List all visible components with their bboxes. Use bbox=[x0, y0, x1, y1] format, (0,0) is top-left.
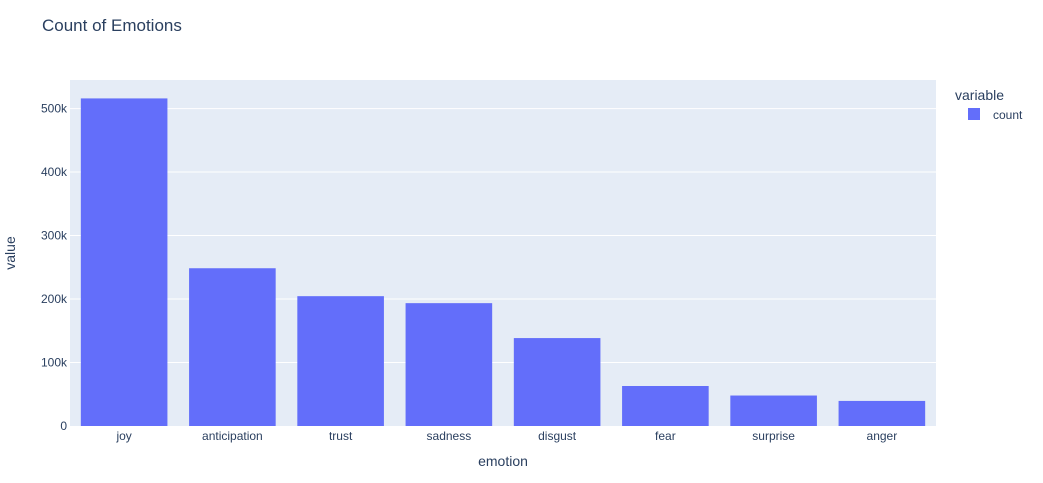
x-tick-label: sadness bbox=[427, 429, 472, 443]
y-tick-label: 400k bbox=[41, 165, 68, 179]
legend-items[interactable]: count bbox=[968, 108, 1023, 122]
y-tick-label: 300k bbox=[41, 229, 68, 243]
y-axis-ticks: 0 100k 200k 300k 400k 500k bbox=[41, 102, 68, 433]
x-tick-label: surprise bbox=[752, 429, 795, 443]
bar-anticipation[interactable] bbox=[189, 268, 276, 426]
x-axis-label: emotion bbox=[478, 453, 528, 469]
legend-swatch[interactable] bbox=[968, 108, 980, 120]
y-tick-label: 500k bbox=[41, 102, 68, 116]
legend-label[interactable]: count bbox=[993, 108, 1023, 122]
x-tick-label: anger bbox=[867, 429, 898, 443]
bar-surprise[interactable] bbox=[730, 395, 817, 426]
bar-fear[interactable] bbox=[622, 386, 709, 426]
chart-title: Count of Emotions bbox=[42, 16, 182, 35]
x-tick-label: disgust bbox=[538, 429, 577, 443]
legend[interactable]: variable count bbox=[955, 87, 1023, 122]
bars bbox=[80, 98, 926, 426]
bar-anger[interactable] bbox=[838, 400, 926, 426]
y-tick-label: 200k bbox=[41, 292, 68, 306]
x-axis-ticks: joy anticipation trust sadness disgust fear su… bbox=[115, 429, 897, 443]
y-axis-label: value bbox=[2, 236, 18, 270]
bar-trust[interactable] bbox=[297, 296, 384, 426]
y-tick-label: 0 bbox=[60, 419, 67, 433]
legend-title: variable bbox=[955, 87, 1004, 103]
x-tick-label: joy bbox=[115, 429, 131, 443]
x-tick-label: anticipation bbox=[202, 429, 263, 443]
x-tick-label: fear bbox=[655, 429, 676, 443]
y-tick-label: 100k bbox=[41, 356, 68, 370]
bar-sadness[interactable] bbox=[405, 303, 493, 426]
x-tick-label: trust bbox=[329, 429, 353, 443]
bar-disgust[interactable] bbox=[513, 338, 601, 426]
bar-joy[interactable] bbox=[80, 98, 168, 426]
